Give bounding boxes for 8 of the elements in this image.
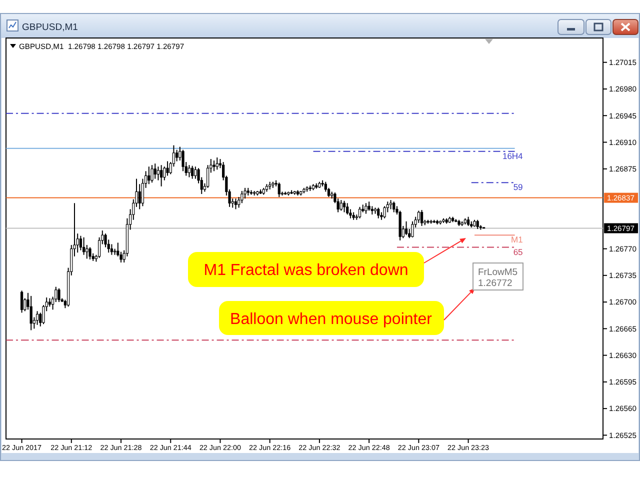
series-label: 16H4 — [502, 150, 524, 161]
annotation: Balloon when mouse pointer — [230, 311, 433, 328]
annotation: FrLowM5 1.26772 — [478, 267, 518, 289]
series-label: 59 — [513, 182, 524, 192]
series-label: M1 — [510, 234, 524, 245]
chart-title: GBPUSD,M1 — [22, 22, 78, 33]
series-label: 65 — [513, 246, 524, 257]
annotation: M1 Fractal was broken down — [204, 262, 408, 279]
